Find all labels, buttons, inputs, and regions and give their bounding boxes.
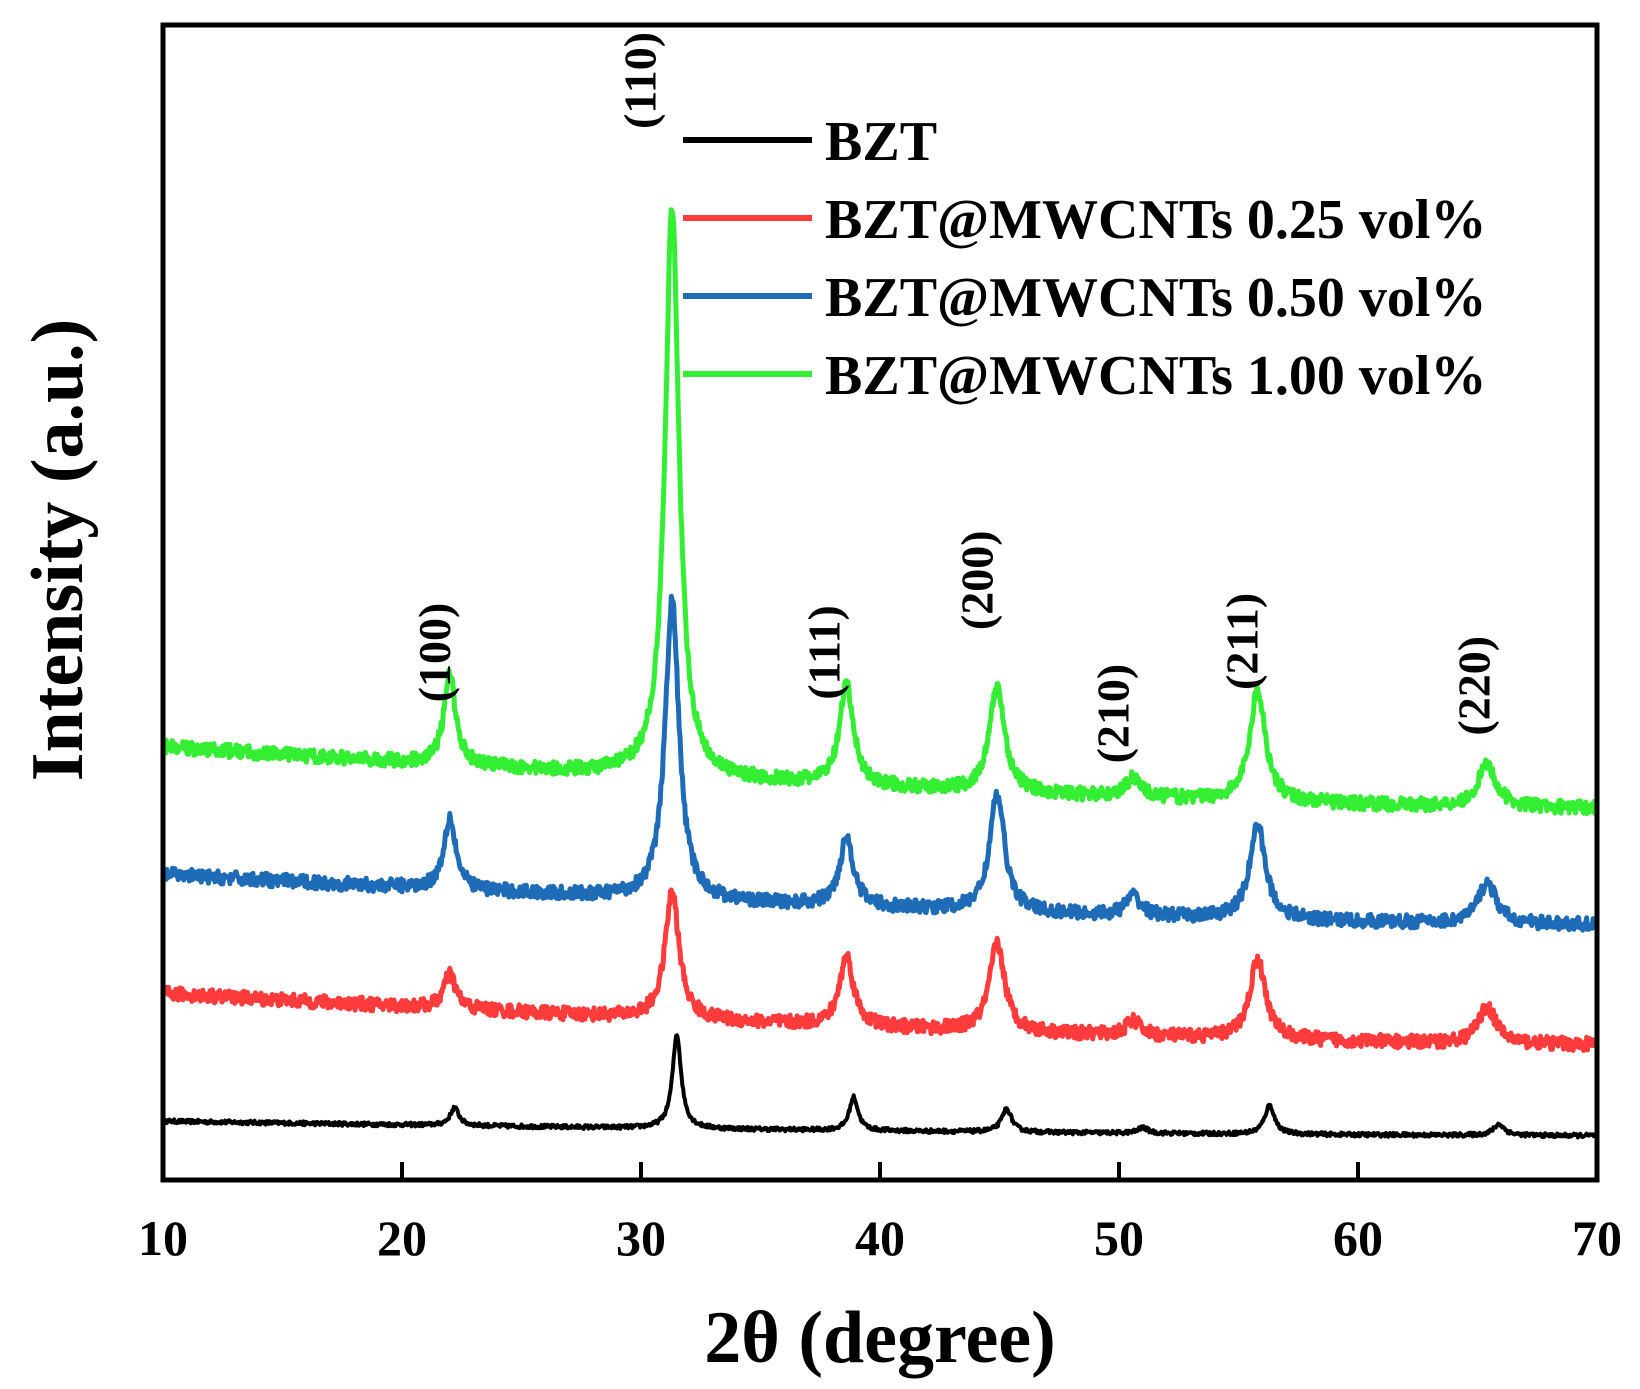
legend-label-2: BZT@MWCNTs 0.25 vol% [825, 189, 1486, 251]
x-tick-label: 30 [616, 1210, 666, 1266]
x-axis-title: 2θ (degree) [704, 1297, 1056, 1379]
x-tick-label: 70 [1572, 1210, 1622, 1266]
peak-labels: (100) (110) (111) (200) (210) (211) (220) [409, 32, 1500, 763]
peak-label: (211) [1217, 593, 1268, 690]
legend-label-4: BZT@MWCNTs 1.00 vol% [825, 345, 1486, 407]
series-layer [160, 207, 1600, 1140]
legend-label-1: BZT [825, 111, 937, 173]
peak-label: (110) [614, 32, 665, 129]
y-axis-title: Intensity (a.u.) [17, 319, 99, 782]
series-line-3 [161, 593, 1600, 933]
peak-label: (100) [409, 603, 460, 703]
peak-label: (220) [1449, 636, 1500, 736]
legend-label-3: BZT@MWCNTs 0.50 vol% [825, 267, 1486, 329]
x-tick-label: 50 [1094, 1210, 1144, 1266]
peak-label: (210) [1088, 664, 1139, 764]
legend: BZT BZT@MWCNTs 0.25 vol% BZT@MWCNTs 0.50 v… [683, 111, 1486, 407]
x-axis: 10 20 30 40 50 60 70 [138, 1162, 1622, 1266]
series-line-4 [160, 207, 1600, 817]
x-tick-label: 40 [855, 1210, 905, 1266]
series-line-1 [161, 1033, 1599, 1140]
peak-label: (200) [951, 530, 1002, 630]
x-tick-label: 10 [138, 1210, 188, 1266]
peak-label: (111) [798, 605, 849, 700]
x-tick-label: 20 [377, 1210, 427, 1266]
x-tick-label: 60 [1333, 1210, 1383, 1266]
series-line-2 [160, 887, 1600, 1053]
